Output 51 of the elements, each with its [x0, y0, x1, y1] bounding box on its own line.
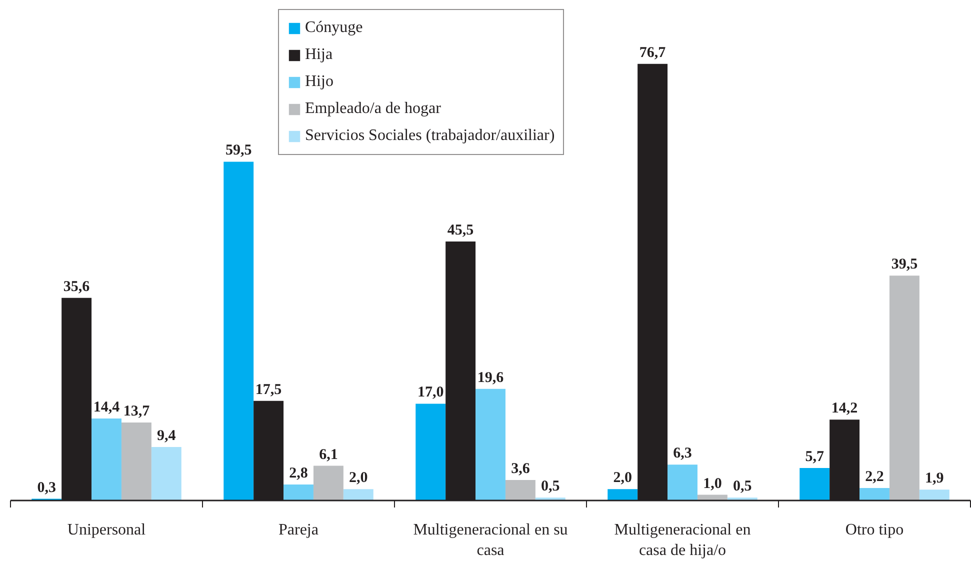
data-label: 2,0 [613, 470, 632, 486]
bar [284, 484, 314, 500]
x-tick-label: Unipersonal [67, 522, 146, 538]
bar [121, 422, 152, 500]
data-label: 0,5 [541, 478, 560, 495]
data-label: 35,6 [63, 278, 90, 295]
bar [416, 404, 446, 500]
legend-label: Hijo [305, 72, 334, 92]
bar [151, 446, 182, 500]
x-tick-label: Multigeneracional en casa de hija/o [614, 522, 751, 559]
bar [224, 162, 254, 500]
bar [919, 490, 950, 500]
data-label: 39,5 [891, 256, 918, 273]
data-label: 6,3 [673, 446, 692, 462]
data-label: 5,7 [805, 449, 824, 466]
bar [343, 489, 374, 500]
x-tick-label: Otro tipo [845, 522, 904, 538]
data-label: 0,5 [733, 478, 752, 495]
data-label: 14,4 [93, 400, 120, 416]
data-label: 76,7 [639, 44, 666, 61]
bar [889, 276, 920, 500]
data-label: 17,0 [417, 384, 444, 401]
data-label: 1,9 [925, 470, 944, 487]
data-label: 59,5 [225, 142, 252, 159]
data-label: 2,2 [865, 468, 884, 485]
data-label: 6,1 [319, 446, 338, 463]
data-label: 3,6 [511, 461, 530, 478]
x-tick-label: Multigeneracional en su casa [413, 522, 568, 559]
bar [313, 466, 344, 500]
data-label: 2,8 [289, 466, 308, 482]
legend-label: Hija [305, 45, 333, 65]
x-tick-label: Pareja [278, 522, 318, 538]
data-label: 13,7 [123, 404, 150, 420]
data-label: 17,5 [255, 382, 282, 398]
data-label: 19,6 [477, 370, 504, 386]
legend-label: Servicios Sociales (trabajador/auxiliar) [305, 126, 555, 146]
bar [800, 468, 830, 500]
data-label: 45,5 [447, 222, 474, 238]
data-label: 2,0 [349, 470, 368, 486]
bar [608, 489, 638, 500]
bar [476, 388, 506, 500]
data-label: 0,3 [37, 480, 56, 496]
legend-label: Cónyuge [305, 18, 363, 38]
data-label: 9,4 [157, 428, 176, 444]
bar [92, 418, 122, 500]
data-label: 1,0 [703, 476, 722, 492]
legend-label: Empleado/a de hogar [305, 99, 441, 119]
bar [668, 464, 698, 500]
bar [860, 488, 890, 500]
data-label: 14,2 [831, 400, 858, 417]
bar [505, 480, 536, 500]
